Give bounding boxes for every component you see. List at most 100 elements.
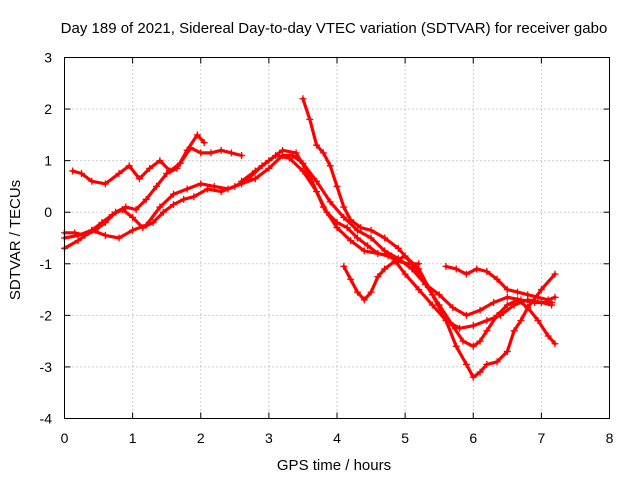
data-point <box>163 170 171 178</box>
data-point <box>129 226 137 234</box>
x-tick-label: 1 <box>129 430 137 446</box>
data-point <box>340 213 348 221</box>
data-point <box>364 242 372 250</box>
data-point <box>238 151 246 159</box>
data-point <box>129 213 137 221</box>
data-point <box>537 298 545 306</box>
data-point <box>435 291 443 299</box>
data-point <box>452 342 460 350</box>
data-point <box>74 231 82 239</box>
data-point <box>251 175 259 183</box>
data-point <box>190 193 198 201</box>
data-point <box>333 182 341 190</box>
data-point <box>551 270 559 278</box>
data-point <box>204 185 212 193</box>
data-point <box>306 115 314 123</box>
data-point <box>313 177 321 185</box>
y-tick-label: -2 <box>40 307 53 323</box>
data-point <box>197 180 205 188</box>
data-point <box>534 293 542 301</box>
data-point <box>510 327 518 335</box>
series-trace-arc-6 <box>301 97 557 348</box>
data-point <box>132 206 140 214</box>
data-point <box>544 296 552 304</box>
data-point <box>551 293 559 301</box>
data-point <box>78 170 86 178</box>
data-point <box>534 317 542 325</box>
data-point <box>238 177 246 185</box>
data-point <box>483 360 491 368</box>
x-tick-label: 4 <box>333 430 341 446</box>
data-point <box>483 317 491 325</box>
y-tick-label: -3 <box>40 359 53 375</box>
data-point <box>469 342 477 350</box>
data-point <box>391 257 399 265</box>
data-point <box>69 167 77 175</box>
data-point <box>503 293 511 301</box>
data-point <box>149 219 157 227</box>
data-point <box>490 298 498 306</box>
data-point <box>323 208 331 216</box>
data-point <box>306 172 314 180</box>
data-point <box>180 195 188 203</box>
data-point <box>381 234 389 242</box>
data-point <box>156 157 164 165</box>
data-point <box>313 188 321 196</box>
data-point <box>353 234 361 242</box>
data-point <box>340 262 348 270</box>
data-point <box>452 265 460 273</box>
series-trace-arc-5 <box>240 148 554 330</box>
data-point <box>159 208 167 216</box>
y-axis-label: SDTVAR / TECUs <box>7 180 24 300</box>
data-point <box>435 301 443 309</box>
y-tick-label: 2 <box>44 101 52 117</box>
data-point <box>142 221 150 229</box>
data-point <box>503 301 511 309</box>
data-point <box>142 195 150 203</box>
data-point <box>360 247 368 255</box>
data-point <box>244 175 252 183</box>
data-point <box>326 162 334 170</box>
data-point <box>146 164 154 172</box>
data-point <box>333 224 341 232</box>
data-point <box>493 311 501 319</box>
data-point <box>367 226 375 234</box>
data-point <box>456 324 464 332</box>
data-point <box>231 182 239 190</box>
x-tick-label: 5 <box>401 430 409 446</box>
data-point <box>493 358 501 366</box>
data-point <box>265 157 273 165</box>
data-point <box>381 265 389 273</box>
grid-lines <box>64 57 610 419</box>
chart-title: Day 189 of 2021, Sidereal Day-to-day VTE… <box>61 20 608 37</box>
data-point <box>524 304 532 312</box>
data-points <box>61 95 559 381</box>
series-trace-arc-1 <box>71 146 244 186</box>
data-point <box>493 275 501 283</box>
data-point <box>173 164 181 172</box>
x-tick-label: 2 <box>197 430 205 446</box>
data-point <box>170 200 177 208</box>
data-point <box>227 149 235 157</box>
data-point <box>224 185 232 193</box>
data-point <box>272 151 280 159</box>
x-tick-label: 0 <box>61 430 69 446</box>
data-point <box>343 224 351 232</box>
data-point <box>428 291 436 299</box>
data-point <box>473 265 481 273</box>
data-point <box>357 224 365 232</box>
series-trace-arc-7 <box>342 254 557 379</box>
data-point <box>183 185 191 193</box>
data-point <box>347 216 355 224</box>
data-point <box>279 146 286 154</box>
data-point <box>347 275 355 283</box>
data-point <box>476 306 484 314</box>
x-tick-label: 6 <box>469 430 477 446</box>
data-point <box>374 273 382 281</box>
series-traces <box>62 97 557 379</box>
data-point <box>517 317 525 325</box>
data-point <box>210 182 218 190</box>
data-point <box>101 180 109 188</box>
data-point <box>408 260 416 268</box>
data-point <box>101 231 109 239</box>
